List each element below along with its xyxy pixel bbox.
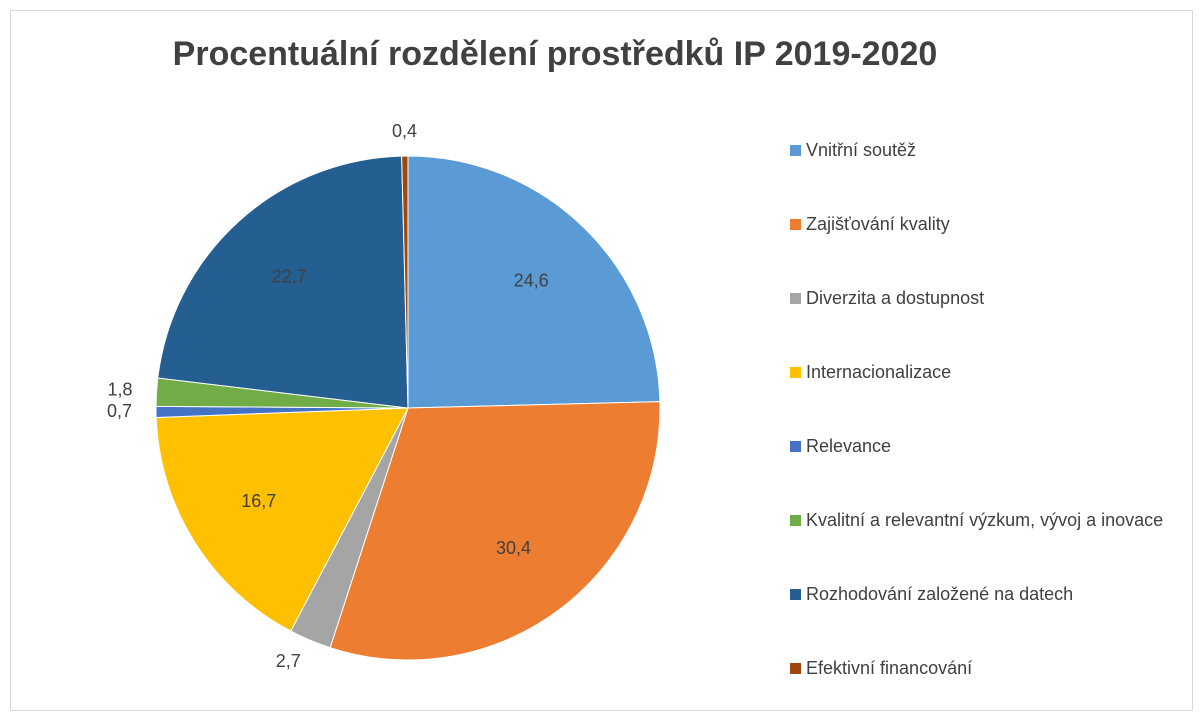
legend-swatch: [790, 441, 801, 452]
legend-swatch: [790, 589, 801, 600]
legend-swatch: [790, 663, 801, 674]
pie-slice: [329, 401, 661, 661]
legend-label: Diverzita a dostupnost: [806, 288, 985, 308]
legend-label: Kvalitní a relevantní výzkum, vývoj a in…: [806, 510, 1164, 530]
legend-swatch: [790, 145, 801, 156]
legend-item: Internacionalizace: [790, 358, 1170, 386]
data-label: 1,8: [108, 379, 133, 399]
data-label: 0,4: [392, 121, 417, 141]
legend-item: Rozhodování založené na datech: [790, 580, 1170, 608]
data-label: 30,4: [496, 538, 531, 558]
legend-label: Internacionalizace: [806, 362, 952, 382]
pie-slice: [401, 155, 409, 409]
data-label: 22,7: [272, 266, 307, 286]
legend-item: Diverzita a dostupnost: [790, 284, 1170, 312]
data-label: 24,6: [514, 270, 549, 290]
legend-item: Vnitřní soutěž: [790, 136, 1170, 164]
data-label: 0,7: [107, 401, 132, 421]
legend-swatch: [790, 219, 801, 230]
legend-item: Kvalitní a relevantní výzkum, vývoj a in…: [790, 506, 1170, 534]
legend-label: Efektivní financování: [806, 658, 973, 678]
legend-label: Rozhodování založené na datech: [806, 584, 1074, 604]
legend-item: Zajišťování kvality: [790, 210, 1170, 238]
legend-swatch: [790, 515, 801, 526]
chart-title: Procentuální rozdělení prostředků IP 201…: [173, 35, 938, 73]
pie-slice: [407, 155, 661, 409]
pie-slice: [155, 407, 409, 632]
legend-swatch: [790, 293, 801, 304]
legend-label: Vnitřní soutěž: [806, 140, 917, 160]
legend-label: Relevance: [806, 436, 892, 456]
legend-label: Zajišťování kvality: [806, 214, 950, 234]
data-label: 2,7: [276, 651, 301, 671]
pie-slice: [157, 155, 409, 409]
legend-swatch: [790, 367, 801, 378]
legend-item: Relevance: [790, 432, 1170, 460]
legend-item: Efektivní financování: [790, 654, 1170, 682]
data-label: 16,7: [241, 491, 276, 511]
